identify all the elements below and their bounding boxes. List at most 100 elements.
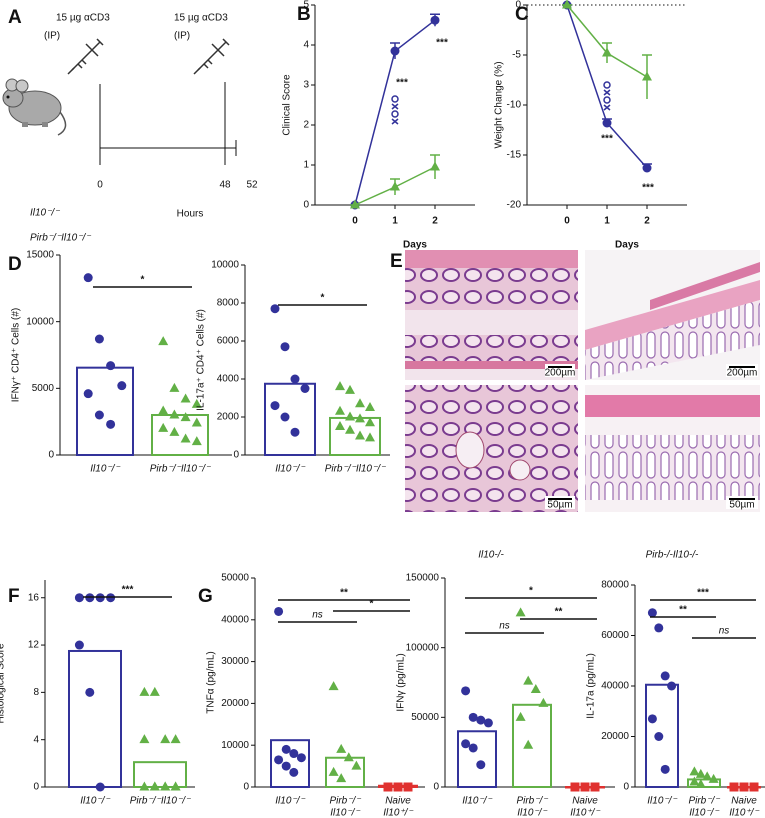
- point: [660, 764, 670, 774]
- point: [390, 181, 400, 191]
- y-tick-label: 4: [303, 40, 309, 51]
- point: [336, 743, 347, 753]
- bar: [512, 703, 552, 788]
- x-tick-label: Il10⁻/⁻: [689, 808, 719, 818]
- y-tick-label: 30000: [221, 656, 249, 667]
- point: [158, 422, 169, 432]
- point: [180, 412, 191, 422]
- chart: 0 20000 40000 60000 80000 IL-17a (pg/mL) Il10⁻…: [586, 580, 765, 818]
- x-tick-label: Il10⁺/⁻: [383, 808, 413, 818]
- point: [365, 417, 375, 427]
- significance-label: **: [340, 588, 348, 599]
- y-tick-label: 4000: [217, 374, 240, 385]
- point: [749, 782, 759, 792]
- x-tick-label: Pirb⁻/⁻Il10⁻/⁻: [325, 464, 386, 475]
- point: [515, 711, 526, 721]
- point: [483, 718, 493, 728]
- point: [290, 427, 300, 437]
- point: [345, 384, 355, 394]
- bar: [457, 730, 497, 788]
- x-axis-label: Days: [615, 240, 639, 251]
- y-tick-label: 150000: [406, 573, 440, 584]
- x-tick-label: Il10⁺/⁻: [570, 808, 600, 818]
- point: [365, 432, 375, 442]
- point: [335, 421, 345, 430]
- point: [280, 412, 290, 422]
- point: [350, 199, 360, 209]
- point: [289, 767, 299, 777]
- point: [523, 739, 534, 749]
- x-tick-label: 1: [392, 216, 398, 227]
- point: [83, 389, 93, 399]
- point: [280, 342, 290, 352]
- y-axis-label: TNFα (pg/mL): [206, 651, 217, 713]
- point: [106, 361, 116, 371]
- dose-label: 15 µg αCD3: [56, 13, 110, 24]
- bar: [133, 761, 187, 788]
- significance-label: *: [141, 275, 145, 286]
- point: [403, 782, 413, 792]
- panel-letter: D: [8, 254, 22, 275]
- point: [355, 430, 365, 440]
- point: [281, 744, 291, 754]
- y-tick-label: 6000: [217, 336, 240, 347]
- x-tick-label: Il10⁻/⁻: [275, 464, 305, 475]
- y-axis-label: Clinical Score: [282, 74, 293, 136]
- point: [117, 381, 127, 391]
- x-tick-label: Il10⁺/⁻: [729, 808, 759, 818]
- point: [654, 623, 664, 633]
- point: [345, 424, 355, 434]
- y-tick-label: -20: [507, 200, 522, 211]
- point: [642, 163, 652, 173]
- chart: 0 4 8 12 16 Histological Score F Il10⁻/⁻ Pirb⁻/⁻…: [0, 580, 195, 807]
- point: [468, 712, 478, 722]
- x-tick-label: Pirb⁻/⁻Il10⁻/⁻: [150, 464, 211, 475]
- y-tick-label: 60000: [601, 630, 629, 641]
- point: [94, 410, 104, 420]
- skull-icon: [391, 110, 399, 118]
- y-tick-label: 5: [303, 0, 309, 11]
- dose-label: 15 µg αCD3: [174, 13, 228, 24]
- panel-letter: G: [198, 586, 213, 607]
- y-tick-label: -10: [507, 100, 522, 111]
- point: [689, 766, 700, 776]
- chart: 0 10000 20000 30000 40000 50000 TNFα (pg/mL) G I…: [198, 573, 425, 818]
- point: [345, 411, 355, 421]
- significance-label: *: [321, 293, 325, 304]
- significance-label: ***: [396, 78, 408, 89]
- bar: [151, 414, 209, 456]
- y-tick-label: 10000: [211, 260, 239, 271]
- time-label: 0: [97, 180, 103, 191]
- point: [296, 753, 306, 763]
- point: [160, 781, 171, 791]
- y-tick-label: 20000: [601, 731, 629, 742]
- point: [85, 687, 95, 697]
- panel-letter: A: [8, 7, 22, 28]
- point: [149, 686, 160, 696]
- point: [739, 782, 749, 792]
- y-tick-label: 0: [433, 782, 439, 793]
- point: [191, 436, 202, 446]
- point: [170, 781, 181, 791]
- significance-label: *: [370, 599, 374, 610]
- x-tick-label: Il10⁻/⁻: [647, 796, 677, 807]
- point: [191, 398, 202, 408]
- point: [160, 734, 171, 744]
- bar: [329, 416, 381, 457]
- y-tick-label: 2: [303, 120, 309, 131]
- bar: [68, 649, 122, 788]
- y-tick-label: 50000: [221, 573, 249, 584]
- y-axis-label: IFNγ (pg/mL): [396, 653, 407, 711]
- x-tick-label: Naive: [385, 796, 411, 807]
- scale-bar-label: 50µm: [547, 500, 572, 511]
- panel-letter: C: [515, 4, 529, 25]
- point: [383, 782, 393, 792]
- y-tick-label: 8000: [217, 298, 240, 309]
- x-tick-label: Il10⁻/⁻: [462, 796, 492, 807]
- point: [139, 781, 150, 791]
- significance-label: ***: [601, 134, 613, 145]
- point: [74, 593, 84, 603]
- y-tick-label: 0: [243, 782, 249, 793]
